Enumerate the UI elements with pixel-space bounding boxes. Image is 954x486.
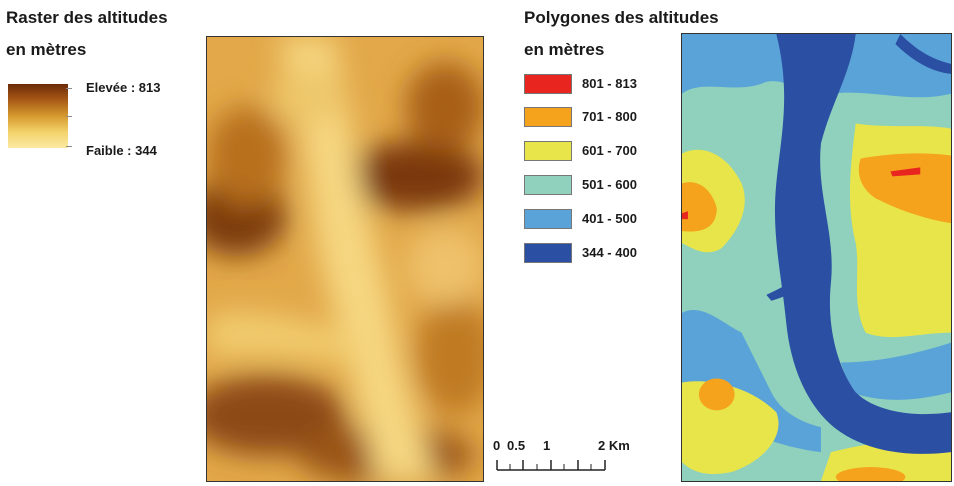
gradient-tick-mid bbox=[66, 116, 72, 117]
class-swatch bbox=[524, 141, 572, 161]
class-label: 344 - 400 bbox=[582, 245, 637, 260]
class-label: 401 - 500 bbox=[582, 211, 637, 226]
class-label: 701 - 800 bbox=[582, 109, 637, 124]
raster-legend-subtitle: en mètres bbox=[6, 40, 87, 59]
elevation-polygon-map bbox=[681, 33, 952, 482]
class-label: 501 - 600 bbox=[582, 177, 637, 192]
raster-legend-title: Raster des altitudes bbox=[6, 8, 168, 27]
polygon-legend-title: Polygones des altitudes bbox=[524, 8, 719, 27]
class-swatch bbox=[524, 209, 572, 229]
class-swatch bbox=[524, 74, 572, 94]
scale-label-0: 0 bbox=[493, 438, 501, 453]
scale-bar-ticks bbox=[496, 460, 606, 471]
elevation-gradient-swatch bbox=[8, 84, 68, 148]
elevation-raster-map bbox=[206, 36, 484, 482]
polygon-legend-subtitle: en mètres bbox=[524, 40, 605, 59]
class-label: 801 - 813 bbox=[582, 76, 637, 91]
scale-label-1: 1 bbox=[543, 438, 551, 453]
class-swatch bbox=[524, 175, 572, 195]
scale-bar: 0 0.5 1 2 Km bbox=[493, 438, 653, 478]
class-swatch bbox=[524, 107, 572, 127]
gradient-tick-high bbox=[66, 88, 72, 89]
class-swatch bbox=[524, 243, 572, 263]
elevation-high-label: Elevée : 813 bbox=[86, 80, 161, 95]
raster-map-graphic bbox=[207, 37, 483, 481]
class-label: 601 - 700 bbox=[582, 143, 637, 158]
scale-label-0-5: 0.5 bbox=[507, 438, 526, 453]
elevation-low-label: Faible : 344 bbox=[86, 143, 157, 158]
polygon-map-graphic bbox=[682, 34, 951, 481]
scale-label-2km: 2 Km bbox=[598, 438, 630, 453]
gradient-tick-low bbox=[66, 146, 72, 147]
